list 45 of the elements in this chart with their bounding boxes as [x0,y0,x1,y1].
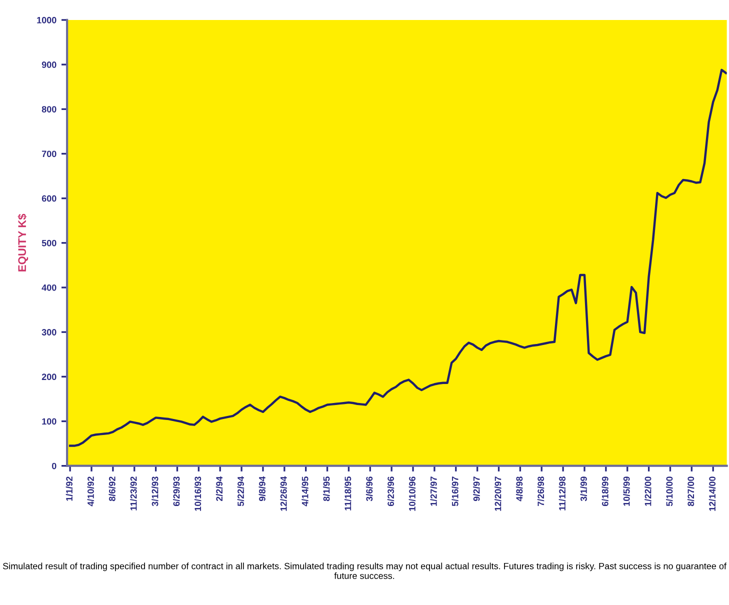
y-tick-label: 600 [42,195,56,202]
x-tick-label: 9/2/97 [473,476,480,502]
x-tick-label: 4/14/95 [302,476,308,506]
line-series [68,68,727,447]
x-tick-label: 8/6/92 [108,476,116,502]
y-tick-label: 500 [42,240,56,246]
x-tick-label: 7/26/98 [537,476,544,506]
x-tick-label: 3/12/93 [152,476,158,506]
x-tick-label: 10/10/96 [408,476,416,511]
x-tick-label: 12/26/94 [280,476,287,511]
x-tick-label: 5/22/94 [237,476,244,506]
y-axis-title: EQUITY K$ [18,214,28,272]
x-tick-label: 12/20/97 [494,476,502,511]
x-tick-label: 9/8/94 [258,476,266,502]
y-tick-label: 300 [42,329,56,336]
x-tick-label: 11/23/92 [130,476,137,510]
x-tick-label: 1/22/00 [644,476,652,506]
y-tick-label: 800 [42,106,56,112]
text: Simulated result of trading specified number of contract in all markets. Simulated trading results may not equal actual results. Futures trading is risky. Past success is no guarantee of future success. [2,562,726,580]
x-tick-label: 5/16/97 [452,476,458,506]
x-tick-label: 2/2/94 [216,476,223,502]
x-tick-label: 8/1/95 [323,476,330,502]
y-tick-label: 400 [42,284,56,291]
x-tick-label: 6/29/93 [173,476,180,506]
y-tick-label: 900 [42,62,56,68]
x-tick-label: 12/14/00 [708,476,716,511]
x-tick-label: 3/6/96 [366,476,373,502]
y-tick-label: 200 [42,374,56,380]
x-tick-label: 3/1/99 [580,476,588,502]
y-tick-label: 0 [52,462,56,470]
x-tick-label: 10/5/99 [623,476,630,506]
x-tick-label: 6/23/96 [387,476,394,506]
x-tick-label: 1/1/92 [66,476,73,501]
x-tick-label: 11/18/95 [344,476,352,510]
x-tick-label: 4/10/92 [87,476,94,506]
x-tick-label: 5/10/00 [666,476,673,506]
x-tick-label: 8/27/00 [687,476,694,506]
x-tick-label: 4/8/98 [516,476,523,502]
x-tick-label: 6/18/99 [602,476,608,506]
y-tick-label: 100 [42,418,56,425]
x-tick-label: 10/16/93 [194,476,202,511]
x-tick-label: 11/12/98 [558,476,566,510]
x-tick-label: 1/27/97 [430,476,437,506]
y-tick-label: 700 [42,150,56,158]
y-tick-label: 1000 [37,16,56,24]
